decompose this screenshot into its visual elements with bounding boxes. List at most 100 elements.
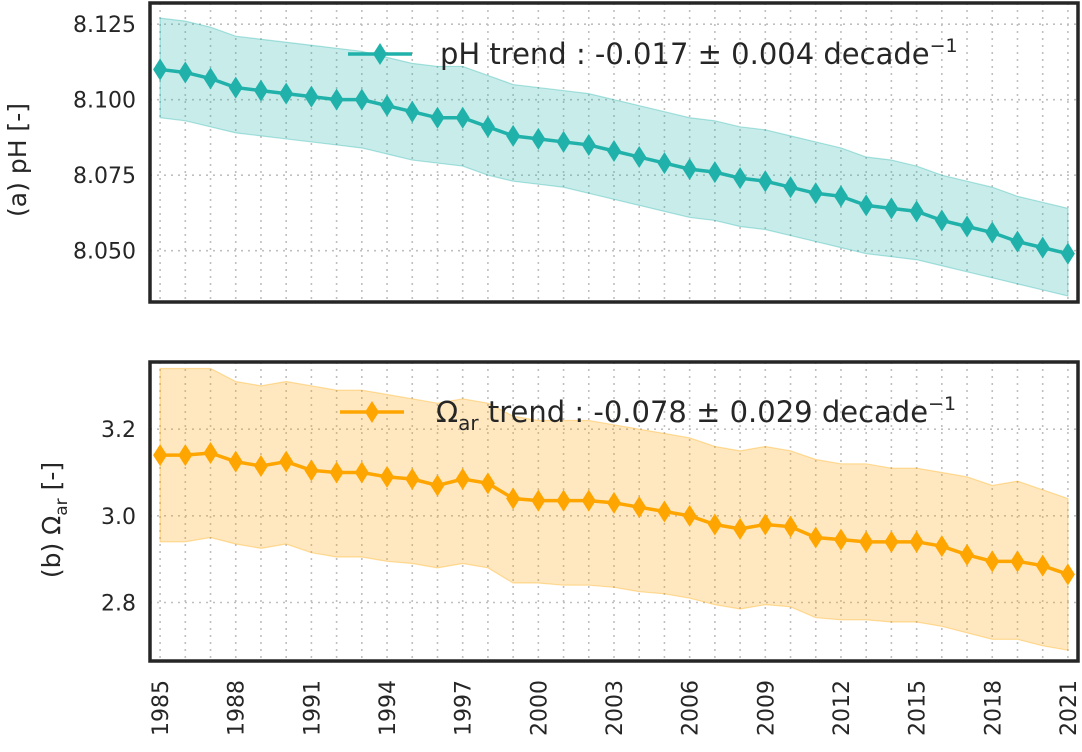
ph-point-2007 xyxy=(707,161,722,184)
ph-legend-text: pH trend : -0.017 ± 0.004 decade−1 xyxy=(440,35,958,71)
y-tick-label: 3.2 xyxy=(101,418,136,443)
omega-legend-text: Ωar trend : -0.078 ± 0.029 decade−1 xyxy=(436,393,956,435)
x-tick-label-2018: 2018 xyxy=(981,680,1006,736)
omega-point-2020 xyxy=(1035,554,1050,577)
y-tick-label: 2.8 xyxy=(101,592,136,617)
x-tick-label-2009: 2009 xyxy=(754,680,779,736)
omega-point-2007 xyxy=(707,513,722,536)
ph-point-2012 xyxy=(833,185,848,208)
x-tick-label-2000: 2000 xyxy=(527,680,552,736)
x-tick-label-2003: 2003 xyxy=(603,680,628,736)
omega-point-1985 xyxy=(153,444,168,467)
omega-point-1990 xyxy=(279,450,294,473)
omega-point-2018 xyxy=(985,550,1000,573)
panel-b-frame xyxy=(148,360,1080,663)
ph-point-1995 xyxy=(405,100,420,123)
panel-b-aragonite: 2.8 3.0 3.2 (b) Ωar [-] Ωar trend : -0.078… xyxy=(37,360,1080,663)
ph-point-2010 xyxy=(783,176,798,199)
omega-point-1994 xyxy=(380,465,395,488)
ph-point-1997 xyxy=(455,106,470,129)
panel-a-frame xyxy=(148,1,1080,304)
panel-a-ph: 8.050 8.075 8.100 8.125 (a) pH [-] pH trend… xyxy=(3,1,1080,304)
ph-point-1996 xyxy=(430,106,445,129)
ph-point-1989 xyxy=(253,79,268,102)
panel-a-y-label: (a) pH [-] xyxy=(3,103,32,217)
x-tick-label-1997: 1997 xyxy=(452,680,477,736)
omega-point-2012 xyxy=(833,528,848,551)
ph-point-1998 xyxy=(480,115,495,138)
y-tick-label: 8.100 xyxy=(73,89,136,114)
ph-point-2014 xyxy=(884,197,899,220)
omega-point-2009 xyxy=(758,513,773,536)
omega-point-1989 xyxy=(253,455,268,477)
omega-point-2015 xyxy=(909,530,924,553)
ph-point-2015 xyxy=(909,200,924,223)
ph-point-2005 xyxy=(657,152,672,175)
omega-point-2006 xyxy=(682,504,697,527)
omega-point-1998 xyxy=(480,472,495,495)
ph-point-1991 xyxy=(304,85,319,108)
y-tick-label: 3.0 xyxy=(101,505,136,530)
ph-point-1993 xyxy=(354,88,369,111)
omega-markers xyxy=(153,442,1075,586)
panel-a-grid xyxy=(150,3,1078,302)
omega-point-2011 xyxy=(808,526,823,549)
omega-point-1988 xyxy=(228,450,243,473)
omega-point-2008 xyxy=(733,517,748,540)
omega-point-1999 xyxy=(506,487,521,510)
x-tick-label-1985: 1985 xyxy=(149,680,174,736)
omega-point-1996 xyxy=(430,474,445,497)
ph-point-2020 xyxy=(1035,236,1050,259)
ph-legend-marker xyxy=(373,43,387,65)
ph-point-2016 xyxy=(934,209,949,232)
ph-point-2006 xyxy=(682,158,697,181)
omega-legend-marker xyxy=(365,401,379,423)
ph-point-2004 xyxy=(632,146,647,169)
x-tick-label-1991: 1991 xyxy=(300,680,325,736)
omega-point-2002 xyxy=(581,489,596,512)
omega-point-1997 xyxy=(455,468,470,490)
x-tick-label-2021: 2021 xyxy=(1057,680,1082,736)
omega-point-2021 xyxy=(1060,563,1075,586)
ph-point-1990 xyxy=(279,82,294,105)
omega-point-2000 xyxy=(531,489,546,512)
omega-point-2001 xyxy=(556,489,571,512)
x-tick-label-1994: 1994 xyxy=(376,680,401,736)
omega-point-2010 xyxy=(783,515,798,538)
omega-point-1992 xyxy=(329,461,344,484)
ph-point-2018 xyxy=(985,221,1000,244)
ph-point-1999 xyxy=(506,124,521,147)
ph-point-2003 xyxy=(607,139,621,162)
omega-point-2016 xyxy=(934,535,949,558)
omega-point-2013 xyxy=(859,530,874,553)
omega-point-1986 xyxy=(178,444,193,467)
ph-point-2002 xyxy=(581,133,596,156)
y-tick-label: 8.075 xyxy=(73,164,136,189)
ph-point-2021 xyxy=(1060,242,1075,265)
omega-point-1993 xyxy=(354,461,369,484)
ph-point-1987 xyxy=(203,67,218,90)
ph-point-2001 xyxy=(556,130,571,153)
omega-point-2004 xyxy=(632,496,647,519)
omega-point-2017 xyxy=(960,543,975,566)
ph-point-1992 xyxy=(329,88,344,111)
panel-b-y-ticks: 2.8 3.0 3.2 xyxy=(101,418,136,616)
x-tick-label-1988: 1988 xyxy=(225,680,250,736)
ph-point-2013 xyxy=(859,194,874,217)
y-tick-label: 8.125 xyxy=(73,13,136,38)
ph-markers xyxy=(153,58,1075,265)
ph-point-2000 xyxy=(531,127,546,150)
omega-point-2019 xyxy=(1010,550,1025,573)
x-tick-label-2015: 2015 xyxy=(906,680,931,736)
ph-point-2008 xyxy=(733,167,748,190)
panel-b-grid xyxy=(150,362,1078,661)
panel-a-legend: pH trend : -0.017 ± 0.004 decade−1 xyxy=(348,35,958,71)
ph-point-2011 xyxy=(808,182,823,205)
x-tick-label-2006: 2006 xyxy=(679,680,704,736)
omega-point-2014 xyxy=(884,530,899,553)
ph-point-1994 xyxy=(380,94,395,117)
ph-point-2017 xyxy=(960,215,975,238)
ph-point-2019 xyxy=(1010,230,1025,253)
x-tick-label-2012: 2012 xyxy=(830,680,855,736)
